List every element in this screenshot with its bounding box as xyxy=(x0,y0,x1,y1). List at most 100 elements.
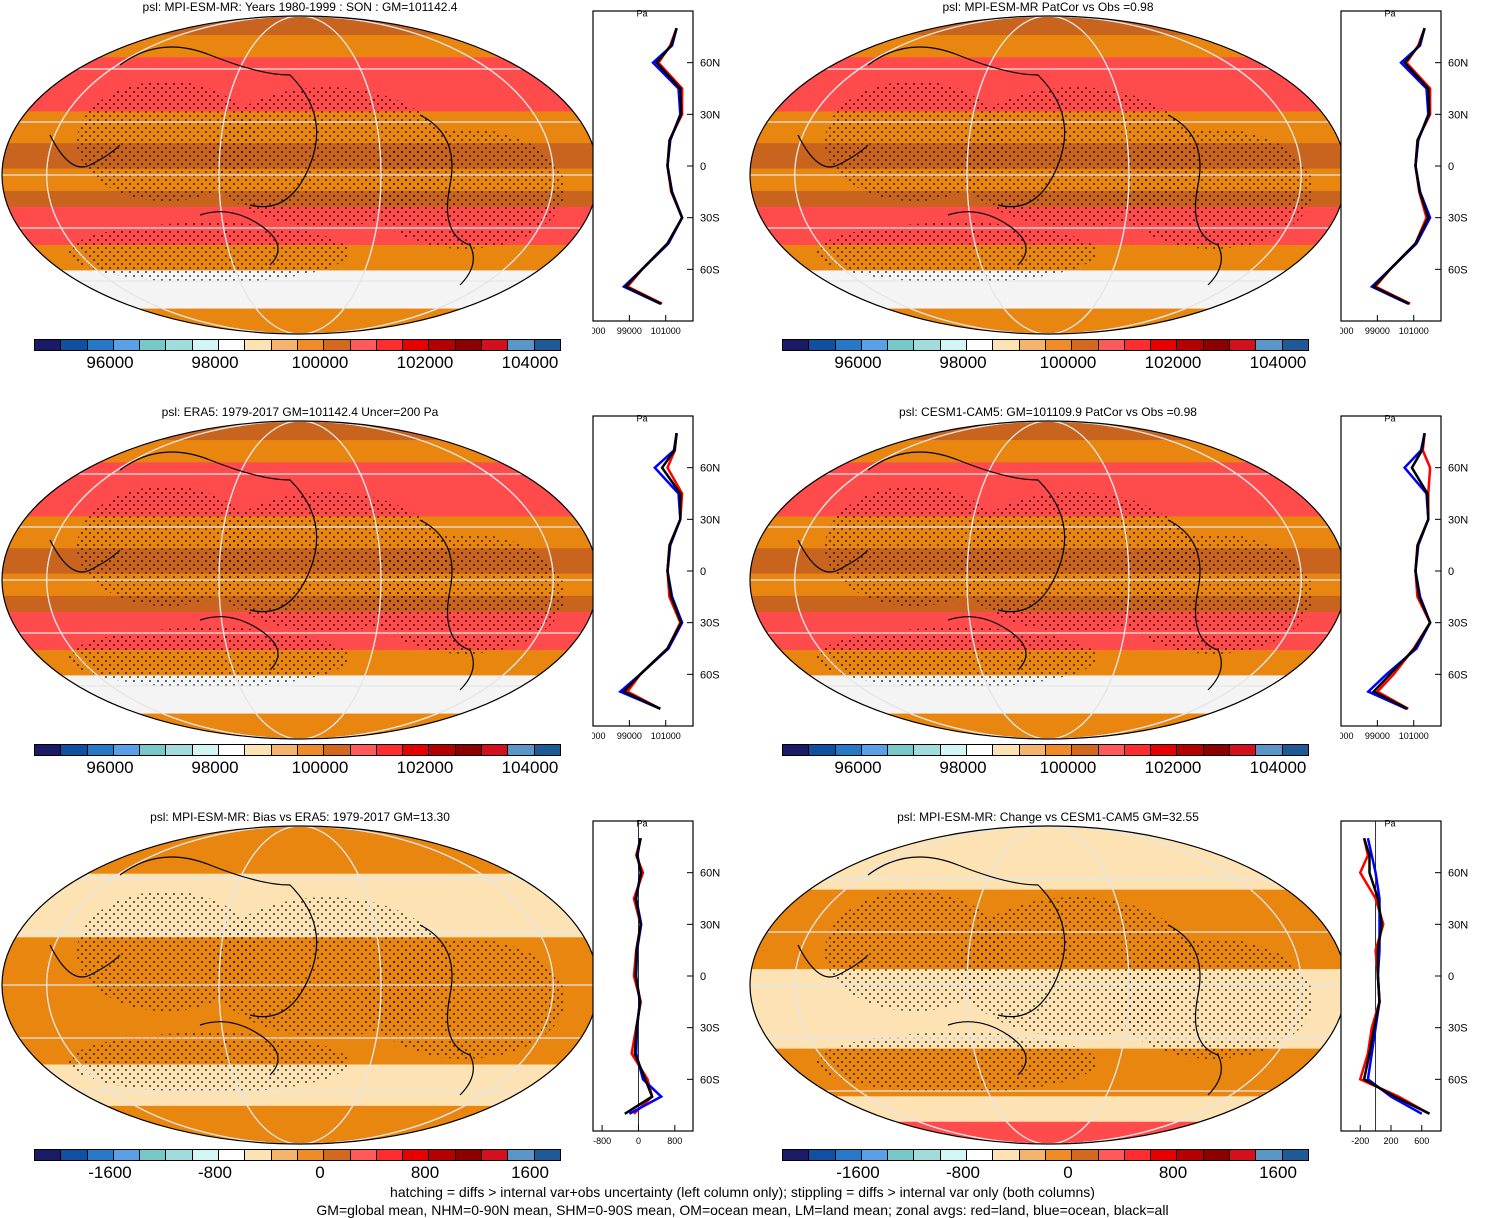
lat-tick-label: 60N xyxy=(700,463,720,475)
colorbar-label: -1600 xyxy=(88,1163,132,1182)
colorbar-swatch xyxy=(35,340,62,350)
colorbar-swatch xyxy=(245,745,272,755)
colorbar-swatch xyxy=(1230,340,1257,350)
colorbar-label: 100000 xyxy=(291,758,349,777)
zonal-line-all xyxy=(1362,837,1431,1115)
colorbar-swatch xyxy=(783,745,810,755)
robinson-map xyxy=(749,420,1347,740)
map-panel-3: psl: ERA5: 1979-2017 GM=101142.4 Uncer=2… xyxy=(0,405,737,800)
lat-tick-label: 60N xyxy=(700,868,720,880)
colorbar-swatch xyxy=(166,340,193,350)
colorbar-swatch xyxy=(1019,1150,1046,1160)
colorbar-swatch xyxy=(508,1150,535,1160)
x-tick-label: 101000 xyxy=(1399,731,1429,741)
colorbar-swatch xyxy=(534,745,560,755)
colorbar-swatch xyxy=(1282,1150,1308,1160)
map-panel-1: psl: MPI-ESM-MR: Years 1980-1999 : SON :… xyxy=(0,0,737,395)
colorbar-swatch xyxy=(940,1150,968,1160)
colorbar-swatch xyxy=(376,340,404,350)
colorbar-swatch xyxy=(35,1150,62,1160)
colorbar-swatch xyxy=(534,1150,560,1160)
colorbar-swatch xyxy=(376,1150,404,1160)
colorbar-label: 96000 xyxy=(86,758,134,777)
colorbar-swatch xyxy=(1124,340,1152,350)
colorbar xyxy=(782,1149,1309,1161)
colorbar-swatch xyxy=(403,745,430,755)
colorbar-swatch xyxy=(1045,340,1073,350)
colorbar-swatch xyxy=(1177,340,1204,350)
colorbar-swatch xyxy=(1098,745,1125,755)
colorbar-swatch xyxy=(482,745,509,755)
x-tick-label: -800 xyxy=(593,1136,611,1146)
colorbar-swatch xyxy=(1177,1150,1204,1160)
colorbar-swatch xyxy=(61,1150,88,1160)
colorbar-swatch xyxy=(192,745,220,755)
colorbar-swatch xyxy=(835,1150,862,1160)
colorbar-swatch xyxy=(297,745,325,755)
zonal-mean-plot: Pa 60N 30N 0 30S 60S -200 200 600 xyxy=(1340,820,1468,1146)
robinson-map xyxy=(1,15,599,335)
colorbar-label: 104000 xyxy=(1249,353,1307,372)
lat-tick-label: 30S xyxy=(1448,213,1468,225)
colorbar xyxy=(34,744,561,756)
colorbar-swatch xyxy=(61,340,88,350)
robinson-map xyxy=(1,420,599,740)
colorbar-swatch xyxy=(914,745,941,755)
lat-tick-label: 30S xyxy=(1448,618,1468,630)
colorbar-swatch xyxy=(1151,1150,1178,1160)
colorbar-label: 96000 xyxy=(834,758,882,777)
colorbar-swatch xyxy=(1203,1150,1231,1160)
unit-label: Pa xyxy=(1384,415,1395,423)
colorbar-label: 0 xyxy=(1063,1163,1073,1182)
colorbar-swatch xyxy=(429,1150,456,1160)
colorbar-swatch xyxy=(993,1150,1020,1160)
lat-tick-label: 60S xyxy=(700,264,720,276)
colorbar-swatch xyxy=(192,1150,220,1160)
map-panel-4: psl: CESM1-CAM5: GM=101109.9 PatCor vs O… xyxy=(748,405,1485,800)
colorbar-swatch xyxy=(888,745,915,755)
colorbar-swatch xyxy=(219,745,246,755)
zonal-mean-plot: Pa 60N 30N 0 30S 60S 97000 99000 101000 xyxy=(1340,415,1468,741)
robinson-map xyxy=(749,15,1347,335)
colorbar-label: 98000 xyxy=(191,353,239,372)
colorbar-label: 96000 xyxy=(834,353,882,372)
lat-tick-label: 0 xyxy=(1448,161,1454,173)
zonal-mean-plot: Pa 60N 30N 0 30S 60S 97000 99000 101000 xyxy=(592,10,720,336)
x-tick-label: 0 xyxy=(636,1136,641,1146)
colorbar-swatch xyxy=(1203,745,1231,755)
colorbar-swatch xyxy=(967,340,994,350)
colorbar-swatch xyxy=(809,340,836,350)
colorbar-swatch xyxy=(324,340,351,350)
colorbar-swatch xyxy=(429,340,456,350)
lat-tick-label: 60N xyxy=(700,58,720,70)
map-panel-5: psl: MPI-ESM-MR: Bias vs ERA5: 1979-2017… xyxy=(0,810,737,1205)
colorbar-swatch xyxy=(297,1150,325,1160)
colorbar-label: 102000 xyxy=(1144,758,1202,777)
colorbar-label: 98000 xyxy=(191,758,239,777)
x-tick-label: 97000 xyxy=(592,731,606,741)
colorbar-label: 102000 xyxy=(396,758,454,777)
lat-tick-label: 60N xyxy=(1448,463,1468,475)
lat-tick-label: 0 xyxy=(1448,566,1454,578)
colorbar-swatch xyxy=(508,340,535,350)
colorbar-swatch xyxy=(1072,340,1099,350)
colorbar-swatch xyxy=(993,745,1020,755)
colorbar-swatch xyxy=(140,745,167,755)
colorbar-swatch xyxy=(940,340,968,350)
colorbar-label: -800 xyxy=(945,1163,981,1182)
colorbar xyxy=(34,339,561,351)
colorbar-swatch xyxy=(1256,745,1283,755)
colorbar-swatch xyxy=(482,340,509,350)
lat-tick-label: 60N xyxy=(1448,868,1468,880)
colorbar-swatch xyxy=(245,340,272,350)
colorbar-swatch xyxy=(1230,745,1257,755)
colorbar-swatch xyxy=(1098,1150,1125,1160)
zonal-line-all xyxy=(624,837,654,1115)
colorbar-swatch xyxy=(35,745,62,755)
colorbar-swatch xyxy=(1124,1150,1152,1160)
colorbar-swatch xyxy=(140,1150,167,1160)
colorbar-swatch xyxy=(87,1150,114,1160)
colorbar-label: 800 xyxy=(1158,1163,1188,1182)
lat-tick-label: 0 xyxy=(700,161,706,173)
colorbar xyxy=(782,744,1309,756)
